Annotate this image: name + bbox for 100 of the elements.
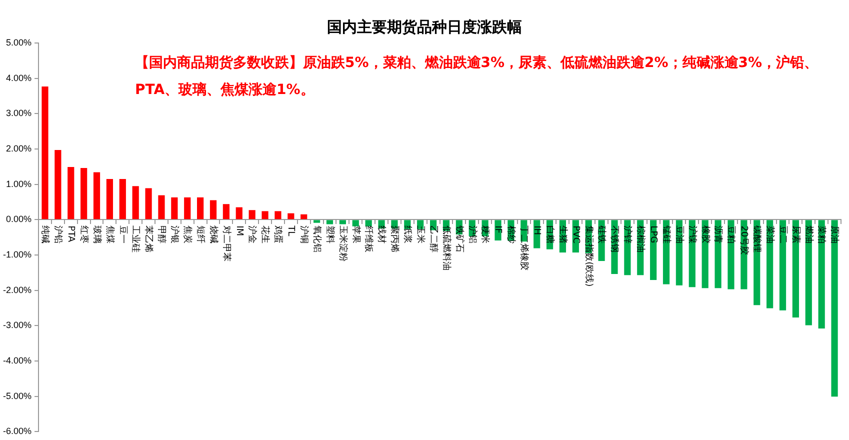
x-tick-label: 丁二烯橡胶 <box>518 226 530 271</box>
bar <box>119 179 126 220</box>
y-tick-label: 2.00% <box>6 143 32 154</box>
x-tick-label: 尿素 <box>790 226 802 244</box>
x-tick-label: 氧化铝 <box>311 226 322 253</box>
bar <box>184 197 191 220</box>
x-tick-label: 沪铝 <box>466 226 478 244</box>
bar <box>80 168 88 220</box>
bar <box>93 172 100 220</box>
x-tick-label: 乙二醇 <box>428 226 439 253</box>
x-tick-label: 棉纱 <box>506 226 517 244</box>
x-tick-label: 塑料 <box>324 226 336 244</box>
bar <box>132 186 139 220</box>
x-tick-label: 豆一 <box>117 226 128 244</box>
x-tick-label: 集运指数(欧线) <box>583 226 594 287</box>
y-tick-label: -3.00% <box>2 320 32 330</box>
x-tick-label: 玉米 <box>415 226 426 244</box>
bar <box>197 197 204 220</box>
x-tick-label: 低硫燃料油 <box>440 226 452 271</box>
bar <box>714 220 722 288</box>
bar <box>158 195 165 220</box>
y-tick-label: -5.00% <box>2 390 32 401</box>
y-tick-label: 5.00% <box>6 37 32 48</box>
bar <box>300 214 308 220</box>
x-tick-label: 甲醇 <box>156 226 168 244</box>
bar <box>42 86 48 220</box>
x-tick-label: 沪锌 <box>622 226 634 244</box>
x-tick-label: 焦炭 <box>182 226 194 244</box>
x-tick-label: IH <box>531 226 542 236</box>
x-tick-label: 生猪 <box>557 226 568 244</box>
x-tick-label: 苹果 <box>350 226 362 244</box>
bar <box>728 220 734 290</box>
bar <box>831 220 838 397</box>
x-tick-label: 硅铁 <box>596 224 608 244</box>
x-tick-label: 纯碱 <box>40 226 51 244</box>
annotation: 【国内商品期货多数收跌】原油跌5%，菜粕、燃油跌逾3%，尿素、低硫燃油跌逾2%；纯碱涨逾3%，沪铅、PTA、玻璃、焦煤涨逾1%。 <box>135 54 820 100</box>
x-tick-label: 聚丙烯 <box>389 226 400 253</box>
bar <box>145 188 152 220</box>
x-tick-label: 线材 <box>376 226 388 244</box>
x-tick-label: 豆粕 <box>726 226 737 244</box>
bar <box>210 200 217 220</box>
bar <box>236 207 242 220</box>
y-tick-label: 0.00% <box>6 214 32 224</box>
x-tick-label: 玻璃 <box>91 226 102 244</box>
x-tick-label: 焦煤 <box>104 226 116 244</box>
bar <box>222 204 230 220</box>
x-tick-label: 原油 <box>829 226 840 244</box>
x-tick-label: 菜油 <box>764 226 776 244</box>
x-tick-label: 铁矿石 <box>454 224 465 253</box>
x-tick-label: 沪铜 <box>298 226 310 244</box>
bar <box>352 220 359 226</box>
x-tick-label: 不锈钢 <box>609 226 620 253</box>
bar <box>494 220 502 240</box>
x-tick-label: 豆油 <box>674 226 685 244</box>
x-tick-label: 菜粕 <box>816 226 828 244</box>
x-tick-label: TL <box>286 224 296 236</box>
x-tick-label: 沪银 <box>169 226 180 244</box>
bar <box>68 167 74 220</box>
x-tick-label: 白糖 <box>544 226 556 244</box>
x-tick-label: 豆二 <box>777 226 788 244</box>
x-tick-label: 鸡蛋 <box>272 224 284 244</box>
x-tick-label: IF <box>492 226 503 234</box>
y-tick-label: 1.00% <box>6 178 32 189</box>
x-tick-label: 橡胶 <box>700 226 711 244</box>
y-tick-label: -1.00% <box>2 249 32 260</box>
x-tick-label: 花生 <box>260 226 271 244</box>
y-tick-label: 4.00% <box>6 72 32 83</box>
x-tick-label: LPG <box>648 226 658 244</box>
x-tick-label: 棕榈油 <box>635 226 646 253</box>
x-tick-label: 沥青 <box>712 226 724 244</box>
x-tick-label: 对二甲苯 <box>220 226 232 262</box>
x-tick-label: 锰硅 <box>660 224 672 244</box>
x-tick-label: 沪镍 <box>686 226 698 244</box>
x-tick-label: 红枣 <box>78 226 90 244</box>
x-tick-label: 玉米淀粉 <box>337 226 348 262</box>
x-tick-label: 纤维板 <box>363 226 374 253</box>
bar <box>274 211 282 220</box>
x-tick-label: 工业硅 <box>130 226 142 253</box>
bar <box>365 220 372 226</box>
x-tick-label: 20号胶 <box>738 226 750 256</box>
x-tick-label: 纸浆 <box>402 226 414 244</box>
x-tick-label: 碳酸锂 <box>752 224 763 253</box>
y-tick-label: 3.00% <box>6 108 32 118</box>
bar <box>339 220 346 224</box>
x-tick-label: 苯乙烯 <box>143 226 154 253</box>
x-tick-label: 燃油 <box>803 226 814 244</box>
x-tick-label: PVC <box>570 226 580 244</box>
x-tick-label: IM <box>234 226 244 236</box>
x-tick-label: 短纤 <box>194 226 206 244</box>
bar <box>779 220 786 310</box>
bar <box>313 220 320 223</box>
y-tick-label: -2.00% <box>2 284 32 295</box>
chart-title: 国内主要期货品种日度涨跌幅 <box>326 18 523 37</box>
y-tick-label: -4.00% <box>2 355 32 366</box>
bar <box>171 197 178 220</box>
bar <box>288 213 294 220</box>
bar <box>248 210 256 220</box>
bar <box>106 179 114 220</box>
y-tick-label: -6.00% <box>2 426 32 436</box>
x-tick-label: PTA <box>66 226 76 243</box>
